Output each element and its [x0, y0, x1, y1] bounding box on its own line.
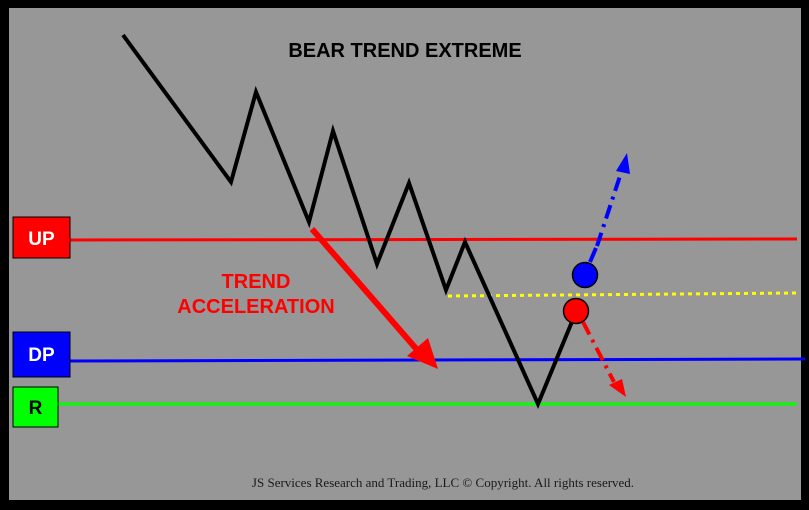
blue-arrow-head: [616, 153, 630, 174]
red-circle-marker: [562, 297, 590, 325]
up-level-line: [69, 237, 798, 242]
price-path-line: [121, 33, 578, 410]
up-label: UP: [28, 229, 55, 250]
blue-arrow-tail: [588, 247, 598, 263]
up-label-box: [12, 216, 71, 259]
red-arrow-head: [609, 379, 626, 397]
yellow-dotted-line: [447, 291, 798, 298]
dp-level-line: [69, 357, 806, 363]
trend-acceleration-label-line2: ACCELERATION: [177, 296, 334, 318]
diagram-title: BEAR TREND EXTREME: [288, 40, 521, 62]
copyright-notice: JS Services Research and Trading, LLC © …: [252, 475, 634, 490]
trend-acceleration-arrow-head: [407, 338, 438, 369]
red-dash-arrow-shaft: [581, 321, 616, 383]
blue-dash-arrow-shaft: [595, 169, 624, 247]
r-label: R: [29, 398, 43, 419]
trend-acceleration-arrow-shaft: [309, 227, 422, 354]
dp-label-box: [12, 331, 71, 378]
dp-label: DP: [28, 345, 55, 366]
trend-acceleration-label-line1: TREND: [222, 271, 291, 293]
blue-circle-marker: [571, 261, 599, 289]
r-label-box: [12, 386, 59, 428]
diagram-panel: [9, 8, 801, 500]
